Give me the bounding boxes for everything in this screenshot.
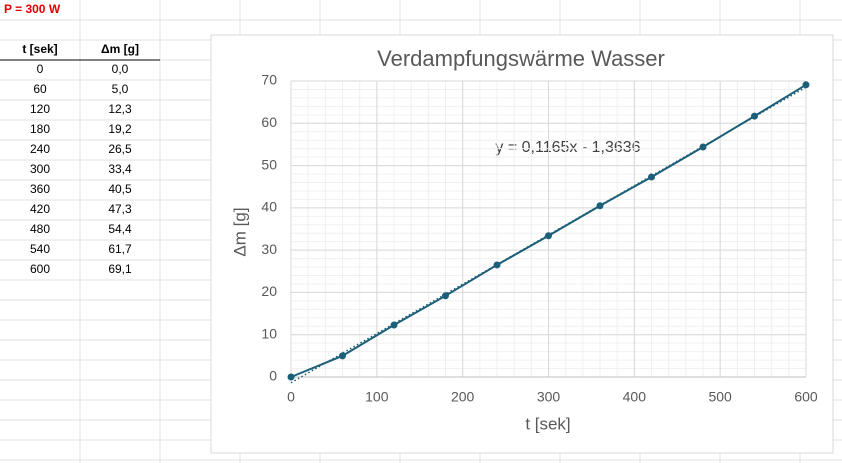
chart-title: Verdampfungswärme Wasser [377,46,665,71]
table-cell: 40,5 [108,182,132,196]
data-point [287,373,295,381]
x-tick-label: 100 [365,389,389,405]
table-cell: 540 [30,242,50,256]
table-cell: 69,1 [108,262,132,276]
table-cell: 300 [30,162,50,176]
table-cell: 33,4 [108,162,132,176]
x-tick-label: 0 [287,389,295,405]
table-cell: 19,2 [108,122,132,136]
table-cell: 60 [33,82,47,96]
table-header: t [sek] [22,42,57,56]
x-tick-label: 300 [537,389,561,405]
cell-note: P = 300 W [4,2,61,16]
y-tick-label: 0 [269,368,277,384]
x-tick-label: 400 [623,389,647,405]
table-cell: 360 [30,182,50,196]
trendline-label: y = 0,1165x - 1,3636 [495,139,640,156]
data-point [339,352,346,360]
table-cell: 0,0 [112,62,129,76]
trendline [290,86,807,384]
x-tick-label: 500 [708,389,732,405]
y-axis-label: Δm [g] [230,207,249,256]
table-cell: 61,7 [108,242,132,256]
table-cell: 600 [30,262,50,276]
y-tick-label: 50 [261,156,277,172]
data-point [442,292,449,300]
y-tick-label: 20 [261,283,277,299]
table-cell: 12,3 [108,102,132,116]
x-tick-label: 200 [451,389,475,405]
table-cell: 180 [30,122,50,136]
chart-area [210,34,834,454]
y-tick-label: 40 [261,199,277,215]
y-tick-label: 70 [261,72,277,88]
table-cell: 0 [37,62,44,76]
table-cell: 480 [30,222,50,236]
table-cell: 240 [30,142,50,156]
table-header: Δm [g] [101,42,139,56]
y-tick-label: 30 [261,241,277,257]
table-cell: 120 [30,102,50,116]
x-axis-label: t [sek] [525,414,570,433]
table-cell: 5,0 [112,82,129,96]
table-cell: 26,5 [108,142,132,156]
y-tick-label: 60 [261,114,277,130]
data-point [802,81,810,89]
table-cell: 420 [30,202,50,216]
table-cell: 54,4 [108,222,132,236]
table-cell: 47,3 [108,202,132,216]
y-tick-label: 10 [261,325,277,341]
x-tick-label: 600 [794,389,818,405]
